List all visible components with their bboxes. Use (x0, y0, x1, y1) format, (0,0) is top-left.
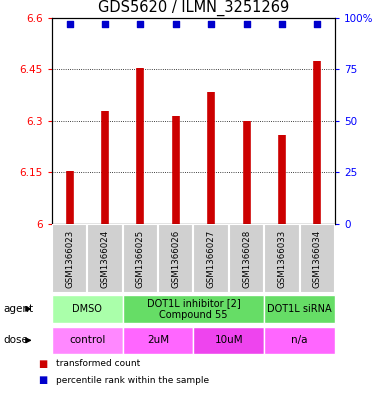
Point (208, 21, 214, 27)
Bar (193, 224, 229, 293)
Text: ■: ■ (38, 375, 48, 385)
Text: 2uM: 2uM (147, 335, 169, 345)
Text: DOT1L siRNA: DOT1L siRNA (267, 304, 332, 314)
Text: GSM1366034: GSM1366034 (313, 229, 322, 288)
Point (279, 21, 285, 27)
Bar (300, 224, 335, 293)
Point (137, 21, 144, 27)
Point (67, 21, 73, 27)
Text: GSM1366028: GSM1366028 (242, 229, 251, 288)
Text: DOT1L inhibitor [2]
Compound 55: DOT1L inhibitor [2] Compound 55 (147, 298, 240, 320)
Text: GSM1366023: GSM1366023 (65, 229, 74, 288)
Text: 10uM: 10uM (214, 335, 243, 345)
Text: DMSO: DMSO (72, 304, 102, 314)
Text: GSM1366024: GSM1366024 (100, 229, 110, 288)
Text: transformed count: transformed count (56, 359, 140, 368)
Text: ■: ■ (38, 358, 48, 369)
Bar (264, 224, 300, 293)
Bar (229, 224, 264, 293)
Bar (123, 224, 158, 293)
Text: n/a: n/a (291, 335, 308, 345)
Text: GSM1366027: GSM1366027 (207, 229, 216, 288)
Bar (158, 224, 193, 293)
Point (173, 21, 179, 27)
Point (102, 21, 108, 27)
Text: agent: agent (4, 304, 34, 314)
Title: GDS5620 / ILMN_3251269: GDS5620 / ILMN_3251269 (98, 0, 289, 17)
Text: percentile rank within the sample: percentile rank within the sample (56, 376, 209, 384)
Bar (52, 224, 87, 293)
Bar (87, 224, 123, 293)
Text: dose: dose (4, 335, 29, 345)
Text: control: control (69, 335, 105, 345)
Text: GSM1366026: GSM1366026 (171, 229, 180, 288)
Text: GSM1366033: GSM1366033 (277, 229, 286, 288)
Point (314, 21, 320, 27)
Point (243, 21, 249, 27)
Text: GSM1366025: GSM1366025 (136, 229, 145, 288)
